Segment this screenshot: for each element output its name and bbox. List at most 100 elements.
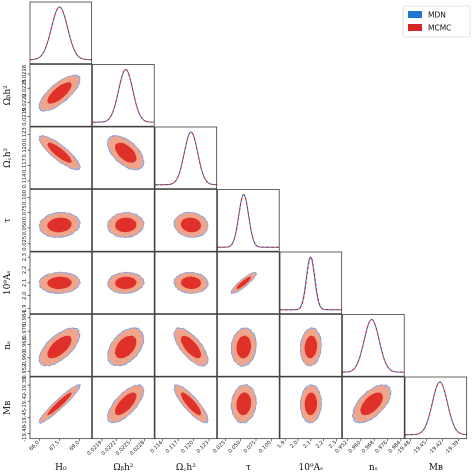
mcmc-marginal-As <box>280 256 342 311</box>
y-axis-label-ns: nₛ <box>3 341 13 350</box>
y-axis-label-MB: Mʙ <box>3 401 13 415</box>
mdn-outer-contour <box>230 327 257 367</box>
y-tick-label-ns: 0.960 <box>22 350 28 365</box>
x-tick-label-ombh2: 0.0228 <box>129 440 146 457</box>
y-tick-label-omch2: 0.117 <box>22 158 28 173</box>
mcmc-inner-contour <box>304 392 318 416</box>
legend: MDN MCMC <box>402 5 471 38</box>
x-tick-label-As: 2.1 <box>302 440 312 450</box>
mcmc-inner-contour <box>47 217 72 233</box>
mdn-marginal-ns <box>342 319 405 373</box>
panel-frame <box>29 376 93 440</box>
mdn-marginal-H0 <box>29 6 92 61</box>
panel-omch2-MB <box>154 376 218 440</box>
y-tick-label-MB: -19.45 <box>22 409 28 426</box>
mdn-marginal-tau <box>217 193 280 248</box>
panel-tau-ns <box>217 314 280 377</box>
panel-frame <box>342 376 405 440</box>
mcmc-inner-contour <box>47 335 72 359</box>
panel-frame <box>92 314 155 377</box>
mcmc-inner-contour <box>47 142 72 163</box>
mcmc-inner-contour <box>115 217 137 233</box>
panel-frame <box>217 251 280 315</box>
x-tick-label-MB: -19.45 <box>412 440 428 456</box>
panel-frame <box>92 126 155 190</box>
mcmc-inner-contour <box>114 335 137 359</box>
mcmc-marginal-H0 <box>29 6 92 61</box>
mcmc-inner-contour <box>115 142 137 163</box>
panel-frame <box>92 64 155 127</box>
x-tick-label-omch2: 0.123 <box>196 440 211 455</box>
legend-label-mdn: MDN <box>428 11 446 20</box>
y-tick-label-tau: 0.025 <box>22 236 28 251</box>
y-tick-label-As: 2.0 <box>22 292 28 300</box>
panel-As-As <box>279 251 343 315</box>
mdn-outer-contour <box>230 271 258 295</box>
panel-H0-omch2 <box>29 126 93 190</box>
mdn-outer-contour <box>107 384 145 424</box>
panel-H0-tau <box>29 189 93 252</box>
mcmc-inner-contour <box>47 82 72 104</box>
x-tick-label-H0: 67.5 <box>49 440 61 452</box>
panel-frame <box>154 126 218 190</box>
panel-frame <box>92 189 155 252</box>
panel-omch2-ns <box>154 314 218 377</box>
panel-frame <box>217 189 280 252</box>
y-axis-label-As: 10⁹Aₛ <box>3 271 13 296</box>
mcmc-inner-contour <box>115 392 137 416</box>
mdn-marginal-ombh2 <box>92 69 155 123</box>
mdn-outer-contour <box>38 135 82 171</box>
panel-H0-H0 <box>29 1 93 65</box>
panel-MB-MB <box>404 376 468 440</box>
panel-frame <box>29 64 93 127</box>
x-tick-label-H0: 66.0 <box>28 440 40 452</box>
panel-ombh2-MB <box>92 376 155 440</box>
panel-frame <box>92 251 155 315</box>
panel-frame <box>29 1 93 65</box>
mcmc-inner-contour <box>180 335 202 359</box>
mcmc-marginal-omch2 <box>155 131 217 186</box>
y-axis-label-tau: τ <box>3 218 13 223</box>
mdn-outer-contour <box>299 383 322 424</box>
panel-frame <box>279 314 343 377</box>
legend-swatch-mcmc <box>408 24 422 31</box>
panel-H0-As <box>29 251 93 315</box>
panel-ombh2-ombh2 <box>92 64 155 127</box>
panel-frame <box>154 251 218 315</box>
mcmc-marginal-ombh2 <box>92 69 155 123</box>
panel-As-MB <box>279 376 343 440</box>
y-tick-label-ns: 0.968 <box>22 337 28 352</box>
panel-frame <box>217 376 280 440</box>
mcmc-inner-contour <box>180 217 202 233</box>
x-tick-label-tau: 0.075 <box>243 440 258 455</box>
panel-ns-MB <box>342 376 405 440</box>
x-tick-label-omch2: 0.120 <box>180 440 195 455</box>
panel-H0-ombh2 <box>29 64 93 127</box>
panel-ombh2-omch2 <box>92 126 155 190</box>
y-tick-label-tau: 0.050 <box>22 221 28 236</box>
mcmc-inner-contour <box>47 392 72 416</box>
legend-swatch-mdn <box>408 11 422 18</box>
x-axis-label-As: 10⁹Aₛ <box>299 463 324 473</box>
panel-frame <box>29 126 93 190</box>
panel-frame <box>154 376 218 440</box>
x-tick-label-tau: 0.050 <box>227 440 242 455</box>
x-tick-label-H0: 69.0 <box>69 440 81 452</box>
x-tick-label-As: 2.2 <box>315 440 325 450</box>
legend-label-mcmc: MCMC <box>428 24 451 33</box>
panel-ns-ns <box>342 314 405 377</box>
y-tick-label-As: 1.9 <box>22 304 28 312</box>
mcmc-inner-contour <box>180 276 202 290</box>
mcmc-marginal-tau <box>217 193 280 248</box>
x-tick-label-ns: 0.968 <box>361 440 376 455</box>
y-tick-label-ns: 0.952 <box>22 364 28 379</box>
panel-frame <box>29 189 93 252</box>
mcmc-inner-contour <box>236 276 252 290</box>
mdn-outer-contour <box>38 327 81 367</box>
y-tick-label-As: 2.2 <box>22 266 28 274</box>
panel-frame <box>154 189 218 252</box>
panel-H0-ns <box>29 314 93 377</box>
x-tick-label-tau: 0.100 <box>258 440 273 455</box>
panel-ombh2-tau <box>92 189 155 252</box>
